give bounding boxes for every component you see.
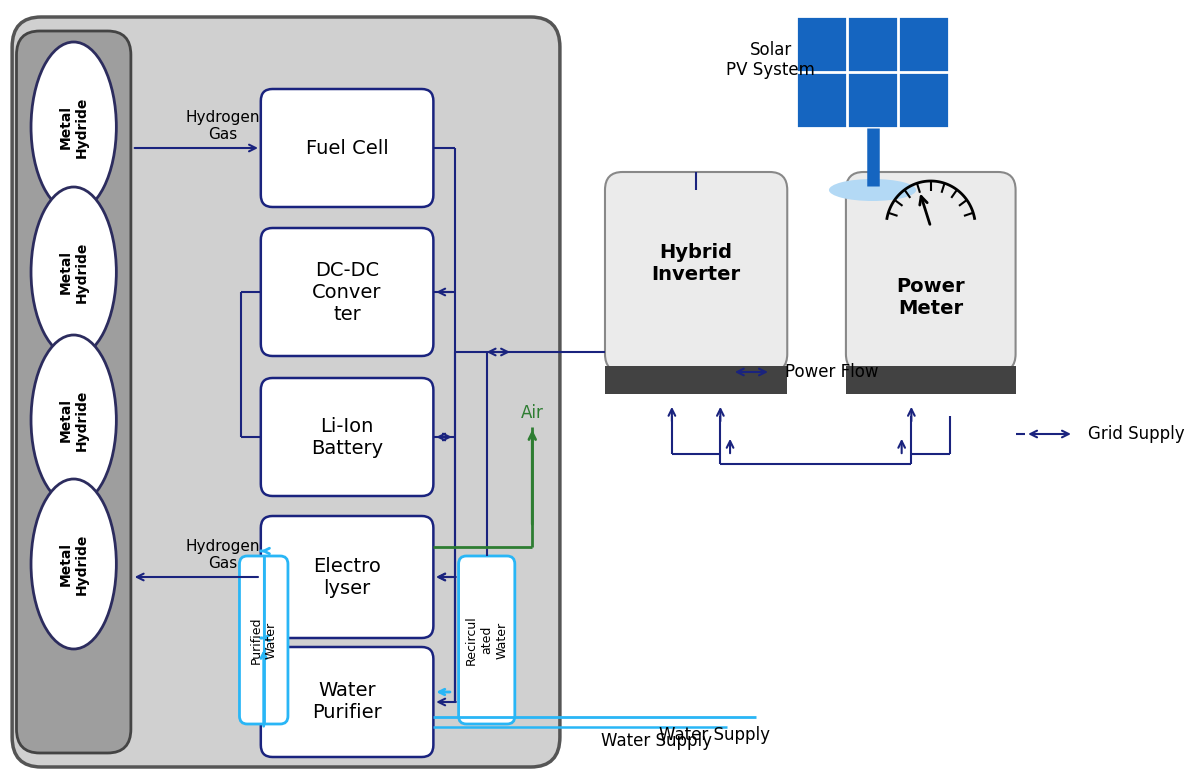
FancyBboxPatch shape	[260, 378, 433, 496]
Bar	[846, 366, 1015, 394]
Text: Li-Ion
Battery: Li-Ion Battery	[311, 417, 383, 457]
Bar	[796, 16, 949, 128]
Ellipse shape	[829, 179, 917, 201]
Text: Air: Air	[521, 404, 544, 422]
FancyBboxPatch shape	[846, 172, 1015, 372]
Text: Water Supply: Water Supply	[601, 732, 712, 750]
FancyBboxPatch shape	[240, 556, 288, 724]
Text: Grid Supply: Grid Supply	[1088, 425, 1184, 443]
Text: Hydrogen
Gas: Hydrogen Gas	[186, 539, 260, 571]
Ellipse shape	[31, 187, 116, 357]
Text: Metal
Hydride: Metal Hydride	[59, 533, 89, 594]
Ellipse shape	[31, 42, 116, 212]
Text: Metal
Hydride: Metal Hydride	[59, 96, 89, 158]
Text: Water Supply: Water Supply	[659, 726, 770, 744]
Text: Solar
PV System: Solar PV System	[726, 41, 815, 80]
Text: Metal
Hydride: Metal Hydride	[59, 242, 89, 303]
Text: Water
Purifier: Water Purifier	[312, 681, 382, 723]
Text: Hybrid
Inverter: Hybrid Inverter	[652, 243, 740, 285]
Text: Recircul
ated
Water: Recircul ated Water	[466, 615, 509, 665]
FancyBboxPatch shape	[12, 17, 560, 767]
Text: Power
Meter: Power Meter	[896, 277, 965, 317]
Ellipse shape	[31, 335, 116, 505]
FancyBboxPatch shape	[260, 516, 433, 638]
Text: Hydrogen
Gas: Hydrogen Gas	[186, 109, 260, 142]
Ellipse shape	[31, 479, 116, 649]
Text: Purified
Water: Purified Water	[250, 616, 277, 664]
Text: DC-DC
Conver
ter: DC-DC Conver ter	[312, 260, 382, 324]
FancyBboxPatch shape	[458, 556, 515, 724]
FancyBboxPatch shape	[260, 647, 433, 757]
Bar	[605, 366, 787, 394]
FancyBboxPatch shape	[260, 228, 433, 356]
Text: Metal
Hydride: Metal Hydride	[59, 389, 89, 450]
Text: Power Flow: Power Flow	[785, 363, 878, 381]
FancyBboxPatch shape	[260, 89, 433, 207]
Text: Fuel Cell: Fuel Cell	[306, 138, 389, 157]
Text: Electro
lyser: Electro lyser	[313, 557, 382, 597]
FancyBboxPatch shape	[17, 31, 131, 753]
FancyBboxPatch shape	[605, 172, 787, 372]
